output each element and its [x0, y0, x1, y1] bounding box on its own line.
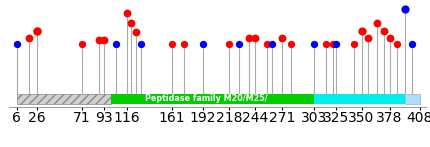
Point	[386, 37, 393, 40]
Point	[350, 42, 357, 45]
Text: Peptidase family M20/M25/: Peptidase family M20/M25/	[145, 94, 267, 103]
Point	[138, 42, 144, 45]
Point	[333, 42, 340, 45]
Point	[33, 30, 40, 32]
Bar	[17, 94, 111, 104]
Bar	[314, 94, 405, 104]
Point	[78, 42, 85, 45]
Point	[373, 22, 380, 24]
Point	[311, 42, 318, 45]
Point	[364, 37, 371, 40]
Point	[252, 37, 259, 40]
Point	[358, 30, 365, 32]
Point	[169, 42, 175, 45]
Bar	[405, 94, 420, 104]
Point	[323, 42, 330, 45]
Point	[200, 42, 206, 45]
Bar	[111, 94, 314, 104]
Point	[112, 42, 119, 45]
Point	[13, 42, 20, 45]
Point	[181, 42, 187, 45]
Point	[408, 42, 415, 45]
Point	[127, 22, 134, 24]
Point	[401, 8, 408, 10]
Point	[393, 42, 400, 45]
Point	[95, 39, 102, 41]
Point	[380, 30, 387, 32]
Point	[269, 42, 276, 45]
Point	[264, 42, 271, 45]
Point	[279, 37, 286, 40]
Point	[288, 42, 295, 45]
Point	[330, 42, 337, 45]
Point	[246, 37, 253, 40]
Point	[25, 37, 32, 40]
Point	[132, 31, 139, 33]
Point	[101, 39, 108, 41]
Point	[236, 42, 243, 45]
Point	[123, 12, 130, 14]
Point	[226, 42, 233, 45]
